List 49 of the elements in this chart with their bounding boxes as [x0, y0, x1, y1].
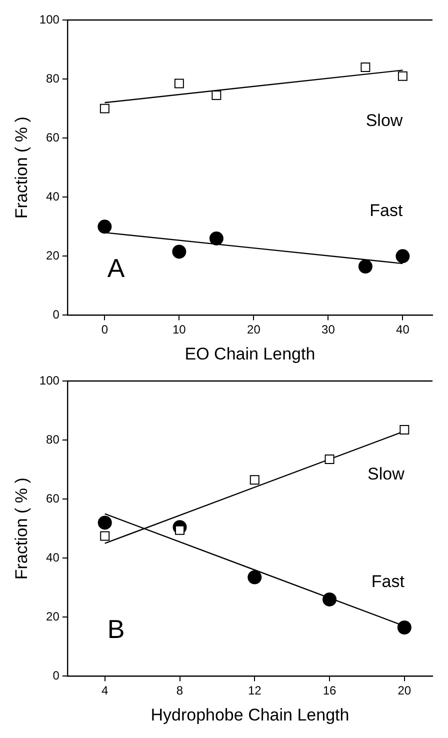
- x-tick-label: 4: [102, 684, 109, 698]
- series-label: Slow: [366, 110, 404, 130]
- y-tick-label: 0: [52, 668, 60, 683]
- y-tick-label: 20: [46, 609, 60, 624]
- y-axis-title: Fraction ( % ): [12, 478, 31, 580]
- point: [209, 231, 224, 246]
- x-tick-label: 12: [248, 684, 262, 698]
- y-tick-label: 60: [46, 130, 60, 144]
- y-tick-label: 80: [46, 71, 60, 86]
- point: [100, 104, 110, 114]
- annotation: A: [107, 253, 126, 284]
- x-tick-label: 0: [101, 322, 108, 337]
- point: [98, 220, 112, 234]
- x-axis-title: Hydrophobe Chain Length: [150, 705, 350, 724]
- point: [397, 620, 412, 634]
- x-tick-label: 20: [398, 684, 412, 698]
- y-tick-label: 40: [46, 550, 60, 564]
- point: [100, 531, 110, 541]
- series-label: Fast: [370, 200, 403, 220]
- point: [398, 71, 408, 81]
- series-label: Fast: [371, 572, 405, 592]
- point: [250, 475, 260, 485]
- point: [324, 454, 334, 464]
- point: [172, 244, 186, 259]
- x-tick-label: 8: [176, 684, 184, 698]
- x-tick-label: 30: [322, 322, 336, 337]
- x-axis-title: EO Chain Length: [184, 344, 316, 364]
- x-tick-label: 16: [322, 684, 337, 698]
- x-tick-label: 10: [172, 322, 186, 337]
- y-axis-title: Fraction ( % ): [12, 116, 31, 219]
- y-tick-label: 100: [39, 12, 60, 26]
- y-tick-label: 20: [46, 248, 60, 262]
- y-tick-label: 0: [52, 308, 60, 322]
- series-label: Slow: [368, 464, 406, 484]
- y-tick-label: 100: [39, 373, 60, 388]
- x-tick-label: 20: [247, 322, 261, 337]
- y-tick-label: 40: [46, 189, 60, 204]
- point: [322, 592, 337, 606]
- point: [396, 249, 410, 264]
- y-tick-label: 80: [46, 432, 60, 446]
- point: [98, 516, 112, 530]
- point: [360, 62, 370, 72]
- y-tick-label: 60: [46, 491, 60, 506]
- point: [174, 78, 184, 88]
- point: [400, 424, 410, 434]
- annotation: B: [107, 614, 125, 644]
- point: [248, 570, 262, 584]
- point: [358, 259, 372, 274]
- x-tick-label: 40: [396, 322, 410, 337]
